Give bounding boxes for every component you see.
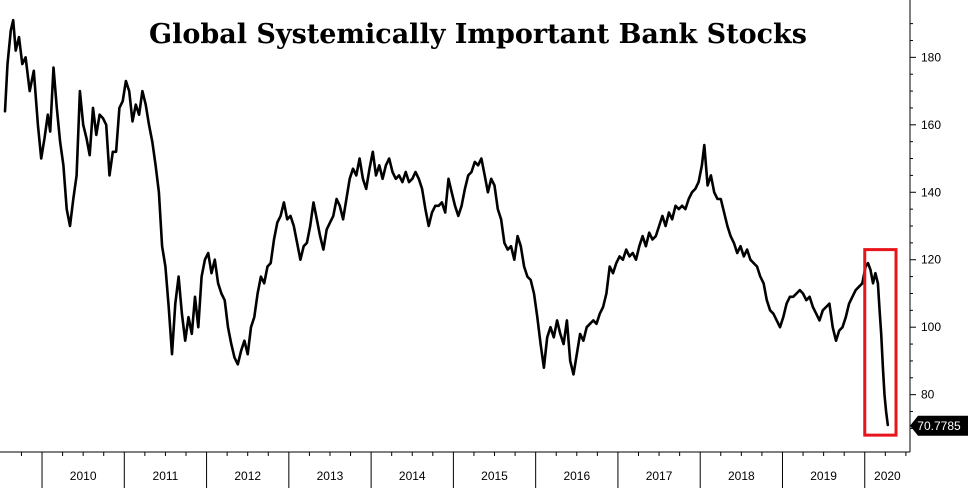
x-tick-label: 2011 [153,469,179,483]
chart-overlay: 70.7785 [863,248,968,437]
last-value-tag [910,415,968,436]
highlight-box [863,248,898,437]
x-tick-label: 2013 [317,469,344,483]
y-tick-label: 180 [921,50,941,64]
chart-title: Global Systemically Important Bank Stock… [149,19,807,50]
x-tick-label: 2018 [728,469,755,483]
x-tick-label: 2020 [874,469,901,483]
x-tick-label: 2010 [70,469,97,483]
last-value-label: 70.7785 [917,419,961,433]
plot-area [3,18,890,427]
y-tick-label: 140 [921,185,941,199]
x-tick-label: 2016 [563,469,590,483]
x-tick-label: 2014 [399,469,426,483]
x-axis: 2010 2011 2012 2013 2014 2015 2016 2017 2018 2019… [0,451,910,488]
y-tick-label: 100 [921,320,941,334]
y-tick-label: 160 [921,118,941,132]
y-tick-label: 120 [921,253,941,267]
x-tick-label: 2017 [646,469,673,483]
y-axis: 80 100 120 140 160 180 [909,0,941,452]
y-tick-label: 80 [921,388,935,402]
x-tick-label: 2012 [234,469,261,483]
x-tick-label: 2019 [810,469,837,483]
series-line [3,18,890,427]
x-tick-label: 2015 [481,469,508,483]
